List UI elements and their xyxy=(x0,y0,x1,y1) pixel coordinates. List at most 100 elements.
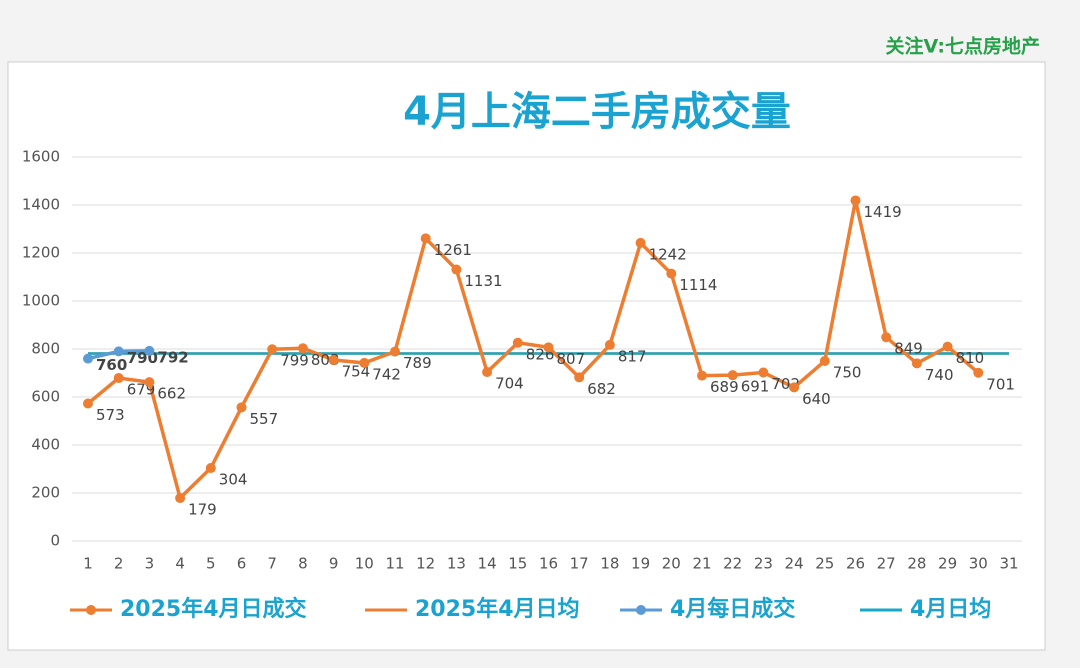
x-tick-label: 27 xyxy=(877,555,896,573)
point xyxy=(113,373,124,384)
x-tick-label: 14 xyxy=(478,555,497,573)
x-tick-label: 18 xyxy=(600,555,619,573)
point xyxy=(697,370,707,381)
x-tick-label: 11 xyxy=(385,555,404,573)
point xyxy=(727,370,738,381)
series-line xyxy=(86,200,980,502)
x-tick-label: 3 xyxy=(145,555,155,573)
x-tick-label: 10 xyxy=(355,555,374,573)
x-tick-label: 24 xyxy=(785,555,804,573)
point xyxy=(359,357,370,368)
y-tick-label: 1200 xyxy=(22,244,60,262)
y-tick-label: 800 xyxy=(31,340,60,358)
x-tick-label: 13 xyxy=(447,555,466,573)
point xyxy=(482,367,493,378)
point xyxy=(789,382,800,393)
value-label: 799 xyxy=(280,352,309,370)
x-tick-label: 30 xyxy=(969,555,988,573)
y-tick-label: 1600 xyxy=(22,148,60,166)
point xyxy=(850,195,861,206)
legend-label: 4月每日成交 xyxy=(670,596,795,622)
y-tick-label: 1000 xyxy=(22,292,60,310)
value-label: 742 xyxy=(372,365,401,383)
y-tick-label: 600 xyxy=(31,388,60,406)
x-tick-label: 8 xyxy=(298,555,308,573)
point xyxy=(543,342,554,353)
value-label: 573 xyxy=(96,406,125,424)
x-tick-label: 28 xyxy=(907,555,926,573)
value-label: 304 xyxy=(219,471,248,489)
point xyxy=(666,268,677,279)
x-tick-label: 4 xyxy=(175,555,185,573)
x-tick-label: 7 xyxy=(267,555,277,573)
point xyxy=(881,332,892,343)
legend-label: 2025年4月日均 xyxy=(415,596,580,622)
point xyxy=(328,355,339,366)
value-label: 682 xyxy=(587,380,616,398)
value-label: 1261 xyxy=(434,241,472,259)
x-tick-label: 25 xyxy=(815,555,834,573)
x-tick-label: 5 xyxy=(206,555,216,573)
point xyxy=(420,233,431,244)
point xyxy=(205,463,216,474)
value-label: 740 xyxy=(925,366,954,384)
value-label: 701 xyxy=(986,375,1015,393)
value-label: 760 xyxy=(96,356,127,374)
point xyxy=(267,344,278,355)
value-label: 750 xyxy=(833,364,862,382)
y-tick-label: 400 xyxy=(31,436,60,454)
value-label: 1242 xyxy=(649,245,687,263)
y-tick-label: 1400 xyxy=(22,196,60,214)
x-tick-label: 20 xyxy=(662,555,681,573)
x-tick-label: 6 xyxy=(237,555,247,573)
value-label: 1131 xyxy=(464,272,502,290)
value-label: 179 xyxy=(188,501,217,519)
value-label: 810 xyxy=(956,349,985,367)
point xyxy=(113,346,124,357)
point xyxy=(175,493,186,504)
x-tick-label: 22 xyxy=(723,555,742,573)
value-label: 1114 xyxy=(679,276,717,294)
x-tick-label: 9 xyxy=(329,555,339,573)
point xyxy=(635,237,646,248)
point xyxy=(83,353,93,364)
value-label: 557 xyxy=(250,410,279,428)
chart-frame xyxy=(7,61,1046,651)
value-label: 849 xyxy=(894,340,923,358)
x-tick-label: 26 xyxy=(846,555,865,573)
point xyxy=(942,341,953,352)
legend-marker xyxy=(636,605,646,615)
point xyxy=(973,367,984,378)
chart-title: 4月上海二手房成交量 xyxy=(403,89,791,135)
watermark: 关注V:七点房地产 xyxy=(886,35,1040,58)
legend-label: 2025年4月日成交 xyxy=(120,596,307,622)
value-label: 817 xyxy=(618,347,647,365)
value-label: 691 xyxy=(741,378,770,396)
point xyxy=(390,346,400,357)
point xyxy=(83,398,93,409)
value-label: 1419 xyxy=(864,203,902,221)
value-label: 789 xyxy=(403,354,432,372)
x-tick-label: 1 xyxy=(83,555,93,573)
point xyxy=(236,402,247,413)
x-tick-label: 31 xyxy=(999,555,1018,573)
y-tick-label: 200 xyxy=(31,484,60,502)
value-label: 704 xyxy=(495,375,524,393)
value-label: 807 xyxy=(557,350,586,368)
value-label: 662 xyxy=(157,385,186,403)
value-label: 640 xyxy=(802,390,831,408)
value-label: 689 xyxy=(710,378,739,396)
point xyxy=(574,372,585,383)
point xyxy=(144,345,155,356)
value-label: 792 xyxy=(157,348,188,366)
x-tick-label: 29 xyxy=(938,555,957,573)
x-tick-label: 12 xyxy=(416,555,435,573)
x-tick-label: 21 xyxy=(692,555,711,573)
x-tick-label: 19 xyxy=(631,555,650,573)
legend-label: 4月日均 xyxy=(910,596,991,622)
x-tick-label: 17 xyxy=(570,555,589,573)
x-tick-label: 16 xyxy=(539,555,558,573)
x-tick-label: 23 xyxy=(754,555,773,573)
